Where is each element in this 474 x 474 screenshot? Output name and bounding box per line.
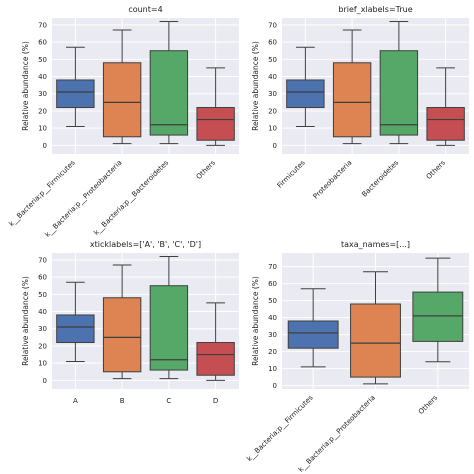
y-tick-label: 10	[38, 360, 47, 368]
box-body	[332, 62, 372, 138]
box-body	[56, 79, 95, 109]
box-body	[426, 107, 465, 141]
x-tick-label: Firmicutes	[276, 159, 307, 190]
box-4	[426, 67, 465, 146]
y-tick-label: 10	[268, 125, 277, 133]
y-axis-label: Relative abundance (%)	[21, 276, 30, 366]
box-3	[412, 257, 464, 363]
subplot-3: 0 10 20 30 40 50 60 70 xticklabels=['A', 'B', 'C…	[21, 240, 239, 405]
box-body	[149, 285, 189, 371]
subplot-title: brief_xlabels=True	[338, 5, 412, 14]
x-tick-label: Bacteroidetes	[360, 159, 400, 199]
y-tick-label: 70	[38, 256, 47, 264]
box-3	[149, 20, 189, 145]
box-body	[379, 50, 419, 136]
y-tick-label: 30	[38, 325, 47, 333]
box-3	[149, 255, 189, 380]
subplot-title: count=4	[128, 5, 162, 14]
box-1	[56, 281, 95, 362]
y-tick-label: 50	[268, 297, 277, 305]
box-2	[102, 29, 142, 145]
box-1	[287, 288, 339, 368]
box-body	[196, 107, 235, 141]
box-2	[102, 264, 142, 380]
y-tick-label: 10	[268, 365, 277, 373]
box-body	[350, 303, 401, 378]
y-tick-label: 60	[38, 39, 47, 47]
subplot-1: 0 10 20 30 40 50 60 70 count=4 Relative abundance…	[8, 5, 239, 239]
box-4	[196, 67, 235, 146]
y-tick-label: 70	[38, 21, 47, 29]
box-body	[412, 291, 464, 342]
subplot-title: taxa_names=[...]	[341, 240, 410, 249]
y-tick-label: 20	[268, 348, 277, 356]
y-tick-label: 40	[38, 308, 47, 316]
x-tick-label: C	[166, 397, 171, 405]
box-1	[286, 46, 325, 127]
x-tick-label: k__Bacteria;p__Proteobacteria	[44, 159, 124, 239]
x-tick-label: Others	[195, 159, 218, 182]
y-tick-label: 20	[268, 107, 277, 115]
y-tick-label: 70	[268, 21, 277, 29]
x-tick-label: k__Bacteria;p__Bacteroidetes	[92, 159, 170, 237]
box-2	[332, 29, 372, 145]
x-tick-label: Others	[417, 394, 440, 417]
box-1	[56, 46, 95, 127]
y-tick-label: 50	[38, 291, 47, 299]
y-tick-label: 60	[268, 280, 277, 288]
box-body	[286, 79, 325, 109]
subplot-4: 0 10 20 30 40 50 60 70 taxa_names=[...] Relative …	[245, 240, 469, 474]
box-2	[350, 271, 401, 385]
box-4	[196, 302, 235, 381]
x-tick-label: D	[213, 397, 218, 405]
x-tick-label: A	[73, 397, 78, 405]
x-tick-label: k__Bacteria;p__Firmicutes	[245, 394, 314, 463]
y-tick-label: 0	[43, 142, 47, 150]
y-tick-label: 0	[43, 377, 47, 385]
x-tick-label: k__Bacteria;p__Proteobacteria	[297, 394, 377, 474]
box-body	[287, 320, 339, 349]
y-tick-label: 10	[38, 125, 47, 133]
y-tick-label: 30	[38, 90, 47, 98]
y-tick-label: 60	[268, 39, 277, 47]
y-tick-label: 0	[273, 382, 277, 390]
y-tick-label: 40	[38, 73, 47, 81]
subplot-title: xticklabels=['A', 'B', 'C', 'D']	[90, 240, 201, 249]
box-3	[379, 20, 419, 145]
y-tick-label: 0	[273, 142, 277, 150]
y-tick-label: 40	[268, 314, 277, 322]
box-body	[102, 62, 142, 138]
y-tick-label: 50	[268, 56, 277, 64]
box-body	[56, 314, 95, 344]
y-axis-label: Relative abundance (%)	[251, 276, 260, 366]
box-body	[102, 297, 142, 373]
y-tick-label: 40	[268, 73, 277, 81]
y-axis-label: Relative abundance (%)	[21, 41, 30, 131]
subplot-2: 0 10 20 30 40 50 60 70 brief_xlabels=True Relativ…	[251, 5, 469, 201]
box-body	[196, 342, 235, 376]
y-tick-label: 30	[268, 90, 277, 98]
y-tick-label: 30	[268, 331, 277, 339]
x-tick-label: B	[120, 397, 125, 405]
y-tick-label: 20	[38, 342, 47, 350]
y-tick-label: 50	[38, 56, 47, 64]
y-tick-label: 70	[268, 263, 277, 271]
y-axis-label: Relative abundance (%)	[251, 41, 260, 131]
x-tick-label: Proteobacteria	[312, 159, 354, 201]
y-tick-label: 20	[38, 107, 47, 115]
y-tick-label: 60	[38, 274, 47, 282]
box-body	[149, 50, 189, 136]
x-tick-label: Others	[425, 159, 448, 182]
